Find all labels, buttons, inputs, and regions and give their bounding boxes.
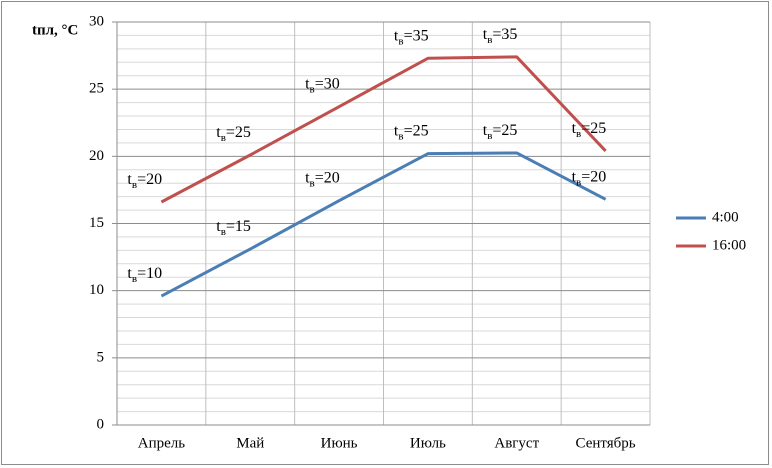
x-tick-label: Май [236,435,264,451]
annotation-prefix: t [216,124,221,141]
annotation-prefix: t [394,122,399,139]
y-tick-label: 25 [89,81,104,97]
legend-label: 16:00 [712,237,746,253]
annotation-subscript: в [221,226,226,238]
annotation-text: =10 [137,265,162,282]
annotation-subscript: в [487,33,492,45]
annotation-subscript: в [132,273,137,285]
y-axis-label: tпл, °С [32,22,78,38]
point-annotation: tв=10 [127,265,162,285]
y-tick-label: 20 [89,148,104,164]
point-annotation: tв=15 [216,218,251,238]
annotation-prefix: t [305,75,310,92]
y-tick-label: 0 [97,416,105,432]
annotation-subscript: в [576,176,581,188]
annotation-subscript: в [310,177,315,189]
y-tick-label: 5 [97,349,105,365]
annotation-text: =30 [315,75,340,92]
x-tick-label: Июль [410,435,446,451]
x-tick-label: Июнь [321,435,358,451]
series-line [160,55,607,204]
legend-label: 4:00 [712,209,739,225]
annotation-text: =35 [492,26,517,43]
point-annotation: tв=25 [572,120,607,140]
annotation-text: =15 [226,218,251,235]
x-tick-label: Апрель [138,435,186,451]
series-line [160,151,607,298]
point-annotation: tв=25 [216,124,251,144]
point-annotation: tв=25 [483,122,518,142]
y-tick-label: 10 [89,282,104,298]
annotation-prefix: t [483,122,488,139]
annotation-subscript: в [221,132,226,144]
annotation-subscript: в [487,130,492,142]
annotation-text: =35 [404,27,429,44]
x-tick-label: Август [494,435,539,451]
annotation-text: =25 [404,122,429,139]
annotation-prefix: t [127,171,132,188]
point-annotation: tв=35 [394,27,429,47]
x-tick-label: Сентябрь [576,435,636,451]
annotation-subscript: в [576,127,581,139]
y-tick-label: 15 [89,215,104,231]
annotation-subscript: в [132,179,137,191]
annotation-prefix: t [216,218,221,235]
point-annotation: tв=20 [572,168,607,188]
annotation-text: =20 [137,171,162,188]
point-annotation: tв=25 [394,122,429,142]
point-annotation: tв=35 [483,26,518,46]
point-annotation: tв=30 [305,75,340,95]
annotation-text: =25 [492,122,517,139]
annotation-text: =20 [315,169,340,186]
point-annotation: tв=20 [305,169,340,189]
annotation-subscript: в [398,130,403,142]
annotation-prefix: t [483,26,488,43]
annotation-subscript: в [398,35,403,47]
annotation-subscript: в [310,83,315,95]
annotation-prefix: t [305,169,310,186]
annotation-text: =25 [581,120,606,137]
annotation-text: =25 [226,124,251,141]
annotation-prefix: t [572,168,577,185]
annotation-prefix: t [572,120,577,137]
annotation-text: =20 [581,168,606,185]
y-tick-label: 30 [89,13,104,29]
point-annotation: tв=20 [127,171,162,191]
annotation-prefix: t [394,27,399,44]
annotation-prefix: t [127,265,132,282]
